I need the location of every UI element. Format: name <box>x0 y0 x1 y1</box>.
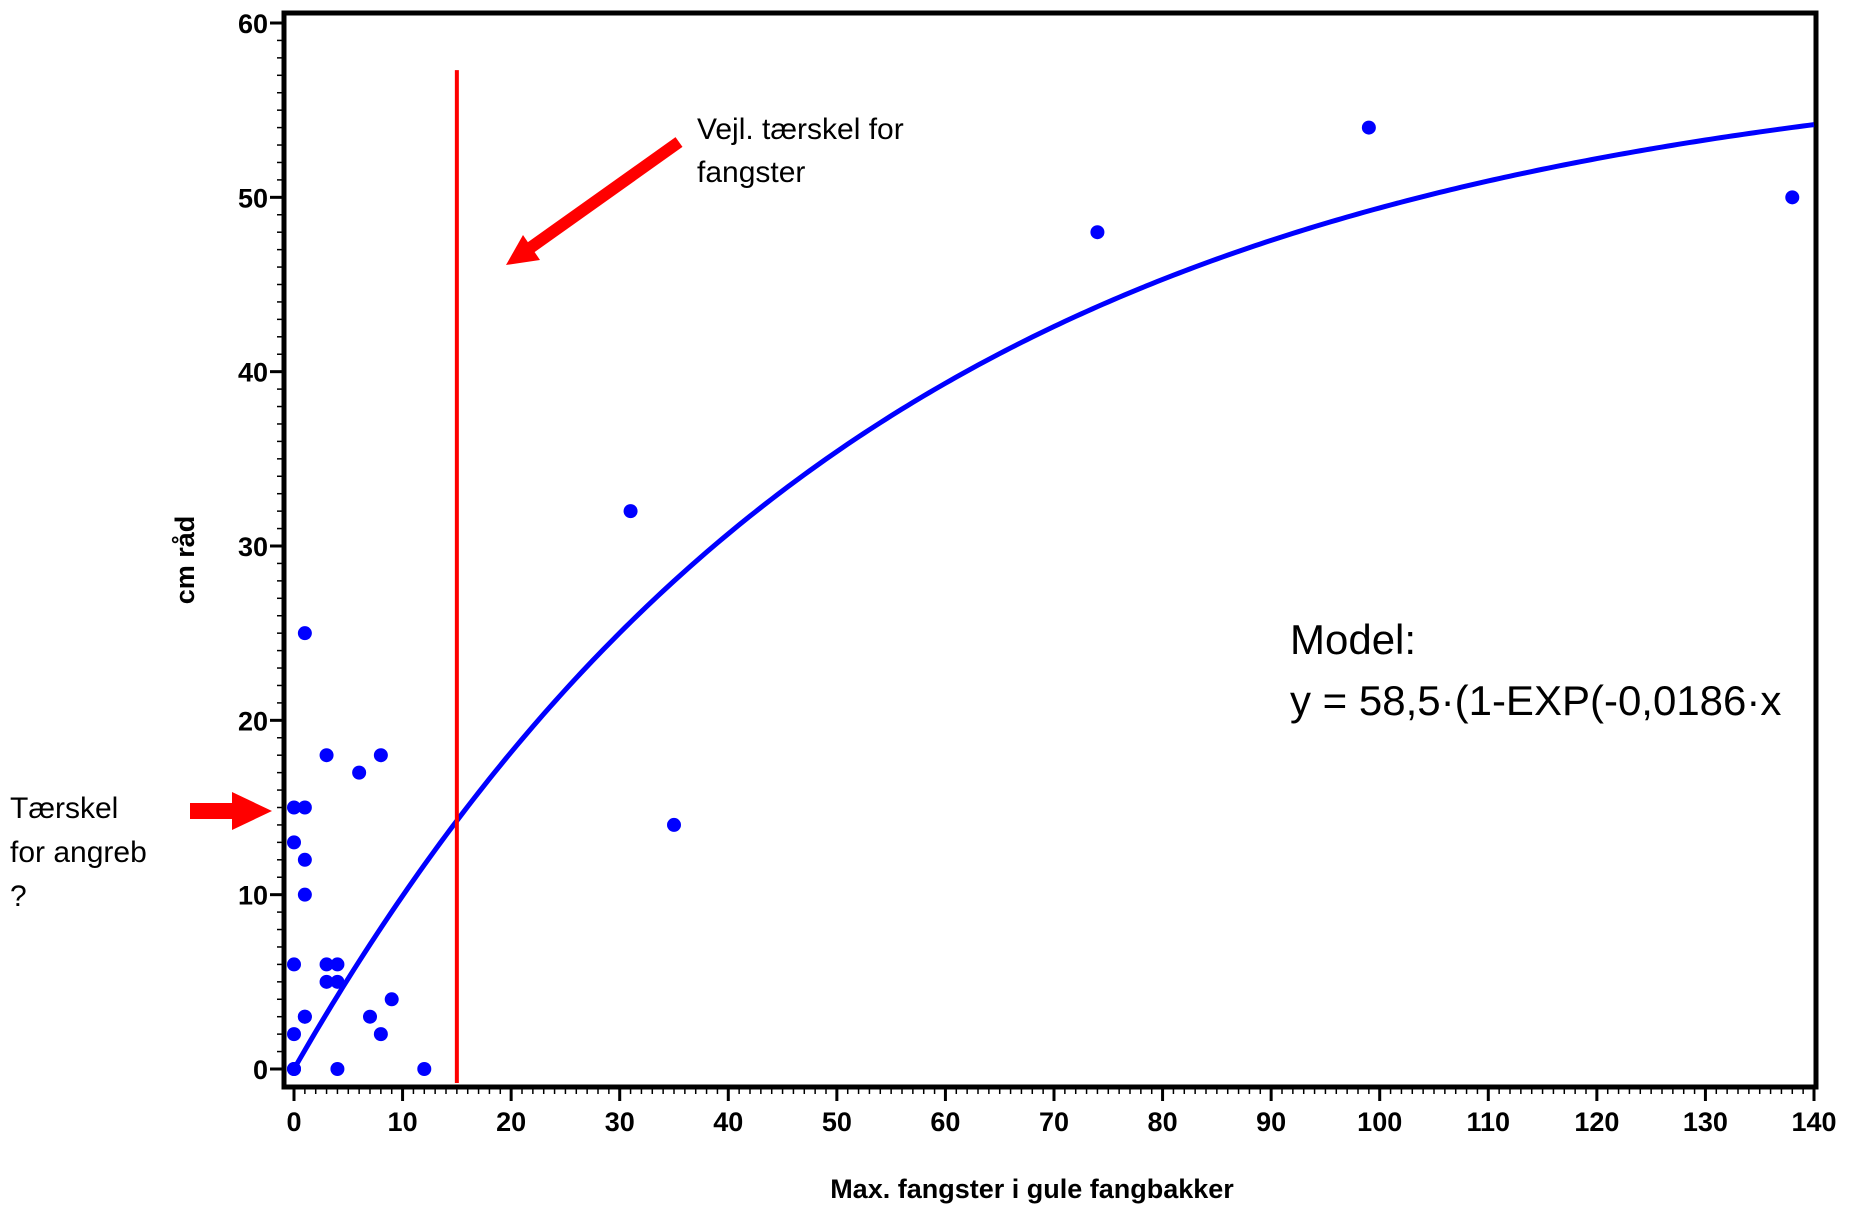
data-point <box>363 1009 377 1024</box>
red-arrow-diagonal <box>506 137 683 265</box>
x-tick-label: 100 <box>1357 1107 1402 1137</box>
data-point <box>297 800 312 815</box>
data-point <box>1090 225 1105 240</box>
x-tick-label: 30 <box>605 1107 635 1137</box>
threshold-label-line2: fangster <box>697 156 805 189</box>
data-point <box>1361 120 1376 135</box>
x-tick-label: 10 <box>388 1107 418 1137</box>
data-point <box>384 992 399 1007</box>
red-arrow-right <box>190 792 272 830</box>
plot-frame <box>281 10 1819 1090</box>
x-tick-label: 140 <box>1791 1107 1836 1137</box>
x-tick-label: 90 <box>1256 1107 1286 1137</box>
x-tick-label: 110 <box>1467 1107 1511 1137</box>
x-tick-label: 130 <box>1683 1107 1728 1137</box>
y-tick-label: 50 <box>238 183 268 213</box>
threshold-label-line1: Vejl. tærskel for <box>697 113 904 146</box>
data-point <box>330 957 345 972</box>
y-tick-label: 10 <box>238 881 268 911</box>
data-point <box>373 748 388 763</box>
data-point <box>297 626 312 641</box>
axis-ticks <box>270 21 1816 1101</box>
x-tick-label: 40 <box>713 1107 743 1137</box>
data-point <box>287 800 301 815</box>
x-axis-title: Max. fangster i gule fangbakker <box>830 1174 1234 1204</box>
data-points <box>287 120 1800 1076</box>
data-point <box>319 974 334 989</box>
model-formula: y = 58,5·(1-EXP(-0,0186·x <box>1290 677 1781 724</box>
attack-label-line3: ? <box>10 880 27 913</box>
data-point <box>1785 190 1800 205</box>
y-tick-label: 40 <box>238 358 268 388</box>
fitted-curve <box>291 122 1815 1071</box>
y-tick-label: 0 <box>253 1055 268 1085</box>
attack-label-line2: for angreb <box>10 836 147 869</box>
y-tick-label: 20 <box>238 706 268 736</box>
data-point <box>287 1062 301 1076</box>
data-point <box>330 974 345 989</box>
x-tick-label: 60 <box>930 1107 960 1137</box>
data-point <box>287 957 301 972</box>
y-tick-label: 60 <box>238 9 268 39</box>
axis-tick-labels: 0 10 20 30 40 50 60 70 80 90 100 110 120 130 140 0 10 20 3… <box>238 9 1837 1137</box>
x-tick-label: 120 <box>1574 1107 1619 1137</box>
data-point <box>330 1062 345 1076</box>
data-point <box>623 504 638 519</box>
data-point <box>297 1009 312 1024</box>
data-point <box>319 748 334 763</box>
data-point <box>319 957 334 972</box>
y-tick-label: 30 <box>238 532 268 562</box>
x-tick-label: 80 <box>1148 1107 1178 1137</box>
data-point <box>297 887 312 902</box>
attack-annotation: Tærskel for angreb ? <box>10 792 272 913</box>
data-point <box>667 817 681 832</box>
attack-label-line1: Tærskel <box>10 792 118 825</box>
model-label: Model: <box>1290 616 1416 663</box>
x-tick-label: 50 <box>822 1107 852 1137</box>
threshold-annotation: Vejl. tærskel for fangster <box>506 113 904 265</box>
x-tick-label: 20 <box>496 1107 526 1137</box>
data-point <box>373 1027 388 1042</box>
data-point <box>287 835 301 850</box>
data-point <box>287 1027 301 1042</box>
data-point <box>297 852 312 867</box>
x-tick-label: 0 <box>286 1107 301 1137</box>
y-axis-title: cm råd <box>170 516 200 605</box>
data-point <box>417 1062 432 1076</box>
data-point <box>352 765 367 780</box>
x-tick-label: 70 <box>1039 1107 1069 1137</box>
